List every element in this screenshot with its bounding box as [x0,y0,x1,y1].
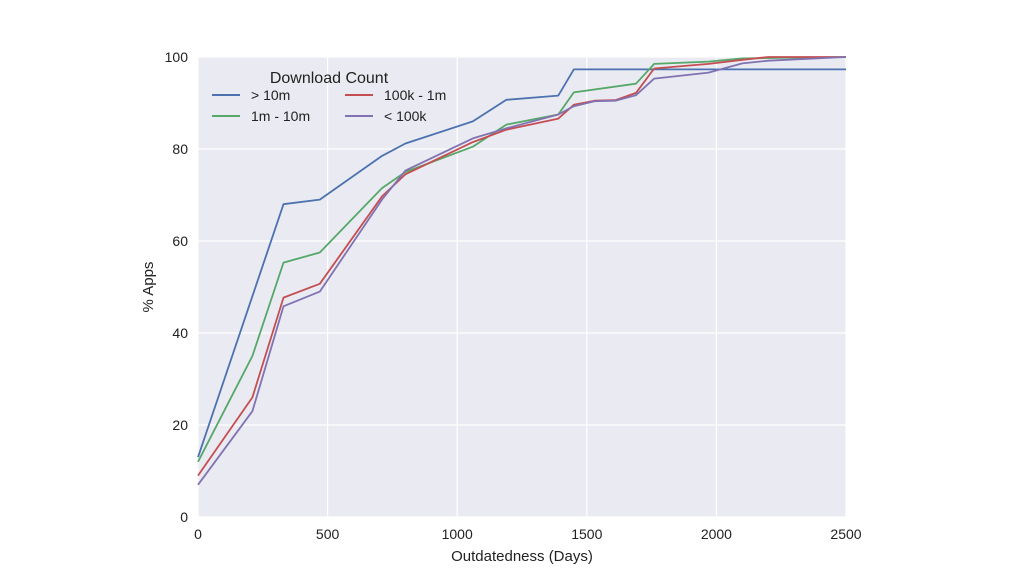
series-line-2 [197,56,846,477]
grid-lines [197,56,847,518]
x-tick-label: 2000 [701,526,732,542]
x-tick-labels: 0 500 1000 1500 2000 2500 [194,526,862,542]
series-line-3 [197,56,847,486]
x-tick-label: 2500 [830,526,861,542]
plot-background [198,57,846,517]
legend-label: 1m - 10m [251,108,310,124]
y-tick-label: 20 [172,417,188,433]
x-tick-label: 1000 [442,526,473,542]
legend-label: 100k - 1m [384,87,446,103]
series-line-0 [197,68,846,458]
y-tick-label: 80 [172,141,188,157]
y-tick-label: 40 [172,325,188,341]
y-tick-label: 60 [172,233,188,249]
legend-label: < 100k [384,108,427,124]
x-tick-label: 1500 [571,526,602,542]
x-axis-title: Outdatedness (Days) [451,548,593,565]
x-tick-label: 500 [316,526,340,542]
y-tick-label: 100 [165,49,189,65]
y-tick-labels: 0 20 40 60 80 100 [165,49,189,525]
y-tick-label: 0 [180,509,188,525]
legend-title: Download Count [270,70,389,87]
x-tick-label: 0 [194,526,202,542]
legend-label: > 10m [251,87,290,103]
series-line-1 [197,56,847,463]
series-lines [197,56,847,486]
legend: Download Count > 10m 1m - 10m 100k - 1m < 1… [212,70,446,124]
y-axis-title: % Apps [140,262,157,313]
